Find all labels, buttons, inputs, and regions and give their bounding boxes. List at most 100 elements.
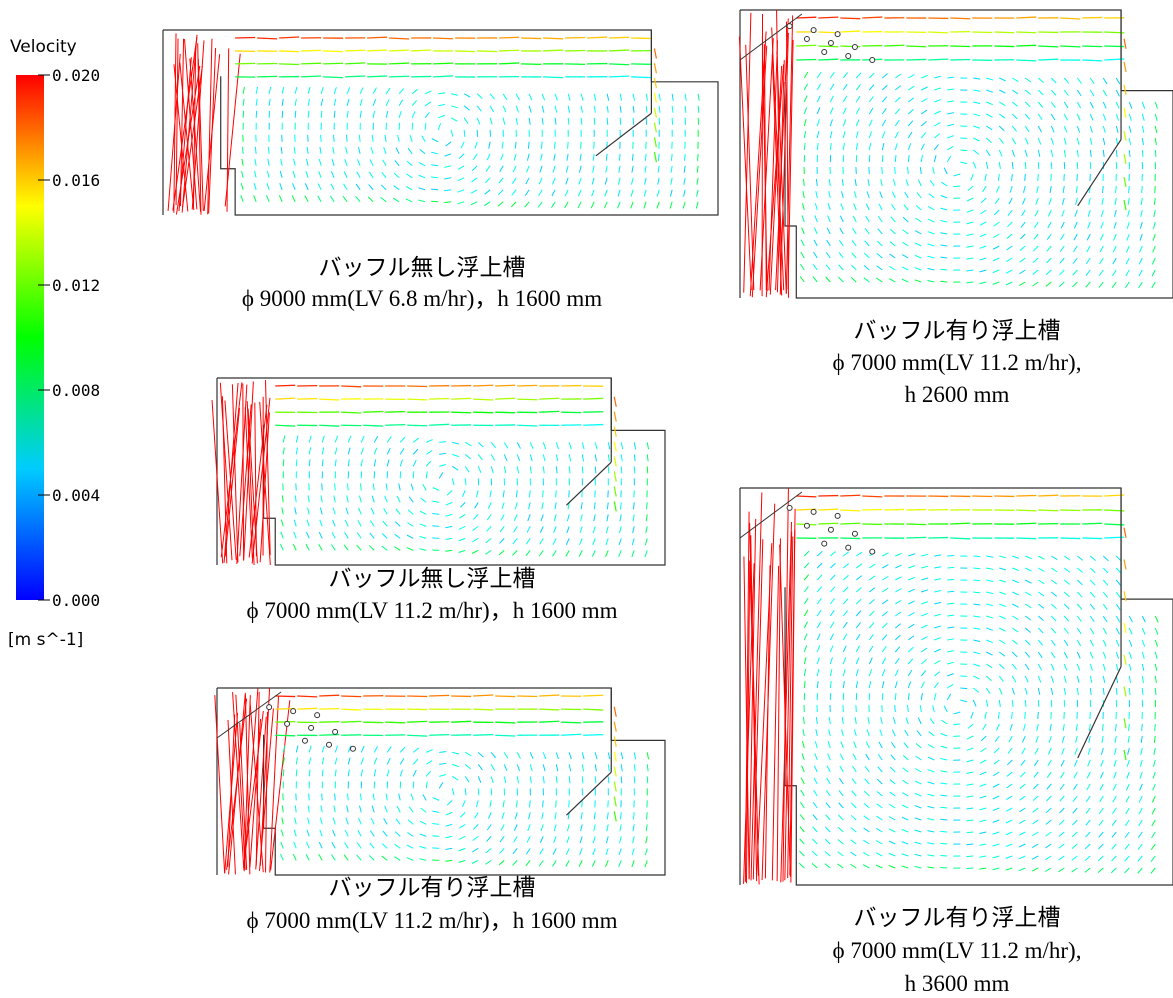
velocity-vector: [855, 586, 862, 593]
velocity-vector: [485, 859, 492, 865]
velocity-vector: [796, 495, 817, 498]
velocity-vector: [927, 280, 935, 283]
velocity-vector: [827, 741, 831, 749]
velocity-vector: [888, 816, 896, 821]
colorbar-tick-label: 0.016: [52, 171, 100, 190]
velocity-vector: [372, 87, 377, 95]
velocity-vector: [1084, 867, 1091, 873]
velocity-vector: [953, 723, 961, 726]
velocity-vector: [1063, 615, 1070, 622]
velocity-vector: [343, 854, 349, 861]
velocity-vector: [646, 454, 649, 462]
velocity-vector: [490, 442, 497, 449]
velocity-vector: [1075, 723, 1078, 731]
velocity-vector: [801, 753, 805, 761]
velocity-vector: [1138, 281, 1143, 289]
velocity-vector: [881, 704, 883, 713]
velocity-vector: [934, 625, 942, 629]
velocity-vector: [1050, 675, 1054, 683]
velocity-vector: [619, 105, 622, 113]
velocity-vector: [259, 412, 270, 563]
velocity-vector: [1024, 675, 1029, 683]
velocity-vector: [503, 752, 509, 759]
velocity-vector: [947, 100, 955, 103]
velocity-vector: [278, 195, 283, 202]
velocity-vector: [1115, 89, 1120, 97]
velocity-vector: [331, 544, 336, 551]
velocity-vector: [1011, 113, 1018, 120]
velocity-vector: [345, 817, 349, 825]
velocity-vector: [542, 490, 544, 498]
velocity-vector: [318, 544, 323, 551]
velocity-vector: [489, 117, 493, 125]
velocity-vector: [1153, 197, 1156, 205]
velocity-vector: [605, 860, 609, 868]
velocity-vector: [406, 547, 414, 551]
velocity-vector: [1102, 125, 1106, 133]
velocity-vector: [228, 692, 246, 875]
velocity-vector: [855, 119, 860, 127]
velocity-vector: [1005, 843, 1013, 848]
velocity-vector: [631, 848, 635, 856]
velocity-vector: [1089, 627, 1095, 635]
velocity-vector: [940, 195, 948, 199]
velocity-vector: [875, 852, 883, 857]
velocity-vector: [920, 132, 927, 139]
velocity-vector: [1154, 723, 1156, 732]
velocity-vector: [803, 645, 808, 653]
velocity-vector: [282, 769, 285, 777]
velocity-vector: [593, 812, 596, 820]
velocity-vector: [503, 466, 507, 474]
velocity-vector: [1113, 233, 1117, 241]
velocity-vector: [813, 789, 818, 797]
velocity-vector: [553, 836, 557, 844]
velocity-vector: [341, 708, 362, 711]
velocity-vector: [771, 54, 783, 296]
velocity-vector: [812, 838, 818, 845]
velocity-vector: [1076, 567, 1083, 573]
velocity-vector: [1140, 209, 1143, 217]
velocity-vector: [618, 550, 622, 558]
velocity-vector: [1089, 675, 1093, 683]
panel-caption: バッフル有り浮上槽: [329, 875, 536, 900]
velocity-vector: [346, 805, 349, 813]
velocity-vector: [1076, 101, 1082, 109]
velocity-vector: [470, 189, 478, 194]
velocity-vector: [669, 189, 673, 197]
velocity-vector: [458, 537, 466, 542]
velocity-vector: [803, 83, 808, 91]
velocity-vector: [605, 165, 608, 173]
velocity-vector: [179, 38, 185, 207]
velocity-vector: [1016, 16, 1037, 19]
velocity-vector: [333, 110, 336, 118]
velocity-vector: [644, 165, 647, 173]
velocity-vector: [592, 153, 595, 161]
velocity-vector: [542, 764, 546, 772]
velocity-vector: [464, 751, 472, 757]
velocity-vector: [960, 161, 968, 165]
velocity-vector: [539, 720, 560, 723]
velocity-vector: [815, 729, 818, 737]
velocity-vector: [1115, 185, 1117, 194]
velocity-vector: [439, 774, 447, 777]
velocity-vector: [999, 101, 1006, 107]
velocity-vector: [281, 495, 284, 503]
velocity-vector: [738, 36, 752, 291]
velocity-vector: [347, 459, 350, 467]
velocity-vector: [347, 435, 352, 443]
velocity-vector: [393, 185, 400, 191]
velocity-vector: [321, 447, 325, 455]
velocity-vector: [457, 165, 465, 170]
velocity-vector: [1021, 747, 1026, 755]
velocity-vector: [1074, 747, 1078, 755]
velocity-vector: [657, 177, 660, 185]
velocity-vector: [459, 513, 466, 519]
velocity-vector: [248, 404, 268, 558]
velocity-vector: [418, 162, 426, 167]
velocity-vector: [868, 84, 875, 91]
velocity-vector: [876, 265, 883, 271]
velocity-vector: [1011, 125, 1018, 132]
velocity-vector: [934, 75, 942, 79]
velocity-vector: [499, 49, 520, 52]
velocity-vector: [517, 424, 538, 427]
